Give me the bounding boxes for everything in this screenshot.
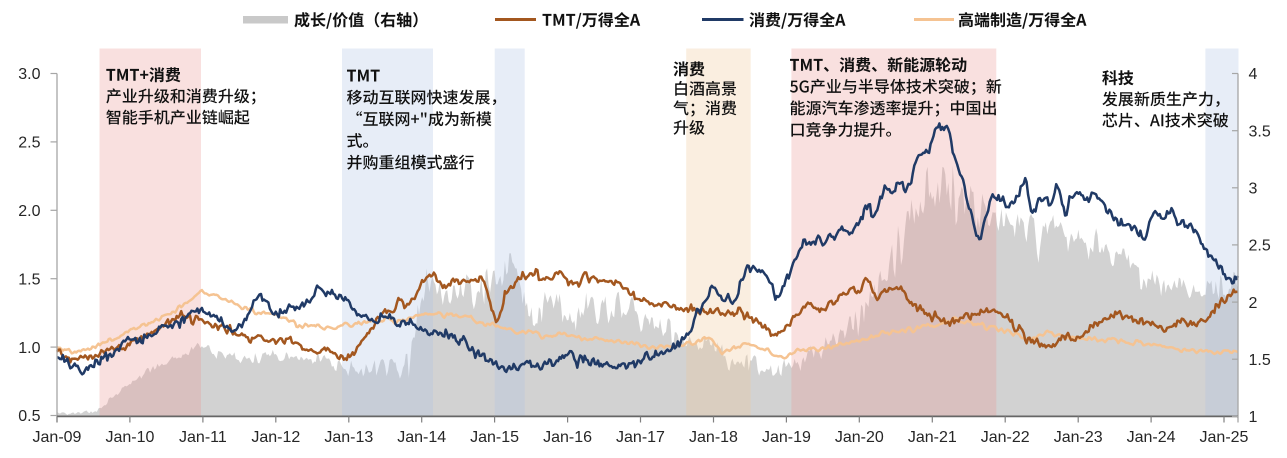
svg-text:Jan-21: Jan-21: [908, 429, 957, 446]
svg-text:1: 1: [1249, 409, 1258, 426]
svg-text:1.0: 1.0: [18, 340, 40, 357]
svg-text:Jan-24: Jan-24: [1127, 429, 1176, 446]
svg-text:2.5: 2.5: [1249, 238, 1271, 255]
svg-text:1.5: 1.5: [1249, 352, 1271, 369]
svg-text:2.0: 2.0: [18, 203, 40, 220]
svg-text:Jan-20: Jan-20: [835, 429, 884, 446]
svg-text:Jan-10: Jan-10: [105, 429, 154, 446]
svg-text:Jan-14: Jan-14: [397, 429, 446, 446]
svg-text:2: 2: [1249, 295, 1258, 312]
svg-text:Jan-19: Jan-19: [762, 429, 811, 446]
svg-text:Jan-09: Jan-09: [33, 429, 82, 446]
svg-text:Jan-11: Jan-11: [179, 429, 227, 446]
svg-text:4: 4: [1249, 66, 1258, 83]
svg-text:1.5: 1.5: [18, 271, 40, 288]
svg-text:Jan-22: Jan-22: [981, 429, 1030, 446]
svg-text:Jan-23: Jan-23: [1054, 429, 1103, 446]
svg-text:3: 3: [1249, 181, 1258, 198]
svg-text:3.0: 3.0: [18, 66, 40, 83]
svg-text:0.5: 0.5: [18, 408, 40, 425]
svg-text:Jan-12: Jan-12: [251, 429, 300, 446]
svg-text:3.5: 3.5: [1249, 123, 1271, 140]
svg-text:2.5: 2.5: [18, 135, 40, 152]
svg-text:Jan-13: Jan-13: [324, 429, 373, 446]
svg-text:Jan-25: Jan-25: [1200, 429, 1249, 446]
svg-text:Jan-18: Jan-18: [689, 429, 738, 446]
svg-text:Jan-17: Jan-17: [616, 429, 665, 446]
svg-text:Jan-15: Jan-15: [470, 429, 519, 446]
svg-text:Jan-16: Jan-16: [543, 429, 592, 446]
